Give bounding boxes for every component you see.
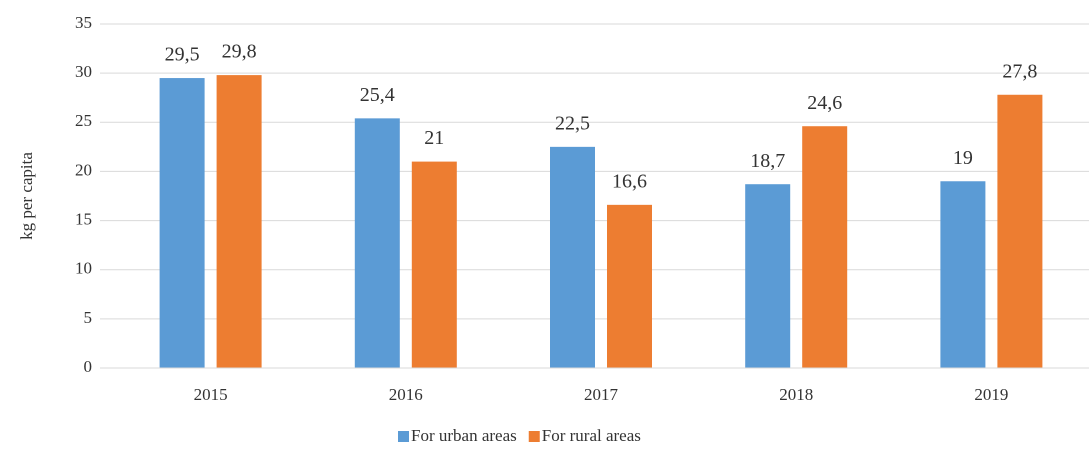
legend-swatch <box>398 431 409 442</box>
legend-swatch <box>528 431 540 442</box>
bar <box>216 75 262 368</box>
value-label: 19 <box>953 147 973 169</box>
bar <box>354 118 400 369</box>
value-label: 25,4 <box>360 84 395 106</box>
value-label: 24,6 <box>807 92 842 114</box>
value-label: 16,6 <box>612 170 647 192</box>
y-tick-label: 35 <box>75 13 92 32</box>
bar <box>940 181 986 368</box>
x-tick-label: 2016 <box>389 385 423 404</box>
y-tick-label: 20 <box>75 160 92 179</box>
y-tick-label: 5 <box>84 308 93 327</box>
y-tick-label: 10 <box>75 259 92 278</box>
y-axis-title: kg per capita <box>17 152 36 240</box>
bar <box>607 204 652 368</box>
bar <box>745 184 791 368</box>
bar <box>411 161 457 368</box>
legend-label: For rural areas <box>542 426 641 445</box>
y-tick-label: 0 <box>84 357 93 376</box>
legend-label: For urban areas <box>411 426 517 445</box>
value-label: 22,5 <box>555 112 590 134</box>
bar <box>550 146 595 368</box>
value-label: 21 <box>424 127 444 149</box>
value-label: 29,8 <box>222 41 257 63</box>
y-tick-label: 25 <box>75 111 92 130</box>
y-tick-label: 30 <box>75 62 92 81</box>
y-tick-label: 15 <box>75 209 92 228</box>
x-tick-label: 2018 <box>779 385 813 404</box>
x-tick-label: 2017 <box>584 385 619 404</box>
x-tick-label: 2019 <box>974 385 1008 404</box>
x-tick-label: 2015 <box>194 385 228 404</box>
value-label: 27,8 <box>1002 60 1037 82</box>
bar <box>802 126 848 369</box>
bar <box>159 78 205 369</box>
bar <box>997 94 1043 368</box>
value-label: 18,7 <box>750 150 785 172</box>
value-label: 29,5 <box>165 44 200 66</box>
